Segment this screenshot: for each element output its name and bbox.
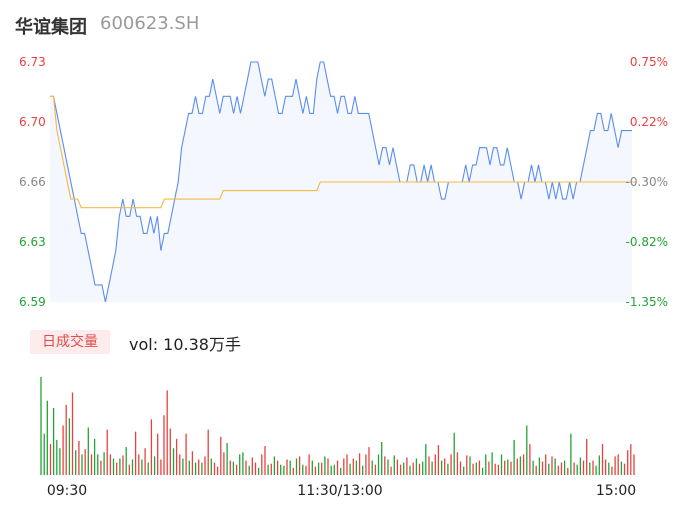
x-tick-label: 09:30 [47,483,87,499]
x-tick-label: 11:30/13:00 [297,483,382,499]
y-tick-right: 0.22% [630,115,668,129]
y-tick-right: -0.82% [626,235,668,249]
y-tick-right: -0.30% [626,175,668,189]
y-tick-left: 6.59 [19,295,46,309]
y-tick-left: 6.66 [19,175,46,189]
y-tick-right: -1.35% [626,295,668,309]
y-tick-left: 6.70 [19,115,46,129]
average-line [50,95,636,209]
volume-tab[interactable]: 日成交量 [30,330,110,354]
stock-code: 600623.SH [100,13,200,34]
y-tick-left: 6.63 [19,235,46,249]
y-tick-right: 0.75% [630,55,668,69]
intraday-price-chart: 6.73 6.70 6.66 6.63 6.59 0.75% 0.22% -0.30% -0.8… [19,55,668,309]
x-tick-label: 15:00 [596,483,636,499]
y-tick-left: 6.73 [19,55,46,69]
volume-value: vol: 10.38万手 [129,335,241,354]
stock-name: 华谊集团 [15,17,87,38]
